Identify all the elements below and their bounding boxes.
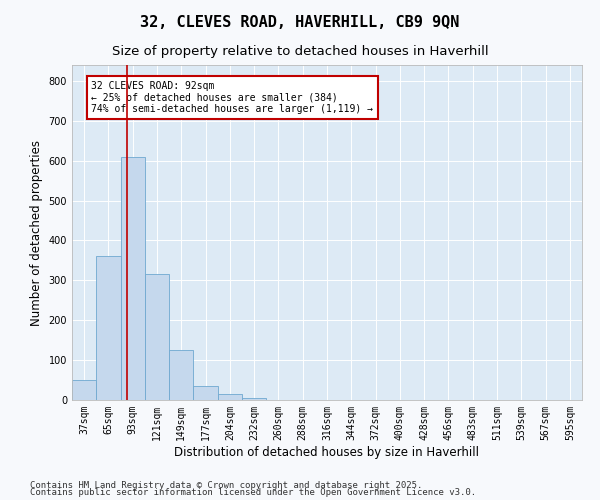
Bar	[121, 156, 145, 400]
Text: Contains HM Land Registry data © Crown copyright and database right 2025.: Contains HM Land Registry data © Crown c…	[30, 480, 422, 490]
Bar	[169, 350, 193, 400]
Bar	[72, 380, 96, 400]
Bar	[193, 386, 218, 400]
X-axis label: Distribution of detached houses by size in Haverhill: Distribution of detached houses by size …	[175, 446, 479, 458]
Text: 32, CLEVES ROAD, HAVERHILL, CB9 9QN: 32, CLEVES ROAD, HAVERHILL, CB9 9QN	[140, 15, 460, 30]
Y-axis label: Number of detached properties: Number of detached properties	[30, 140, 43, 326]
Bar	[96, 256, 121, 400]
Bar	[242, 398, 266, 400]
Text: Contains public sector information licensed under the Open Government Licence v3: Contains public sector information licen…	[30, 488, 476, 497]
Text: 32 CLEVES ROAD: 92sqm
← 25% of detached houses are smaller (384)
74% of semi-det: 32 CLEVES ROAD: 92sqm ← 25% of detached …	[91, 81, 373, 114]
Bar	[145, 274, 169, 400]
Bar	[218, 394, 242, 400]
Text: Size of property relative to detached houses in Haverhill: Size of property relative to detached ho…	[112, 45, 488, 58]
